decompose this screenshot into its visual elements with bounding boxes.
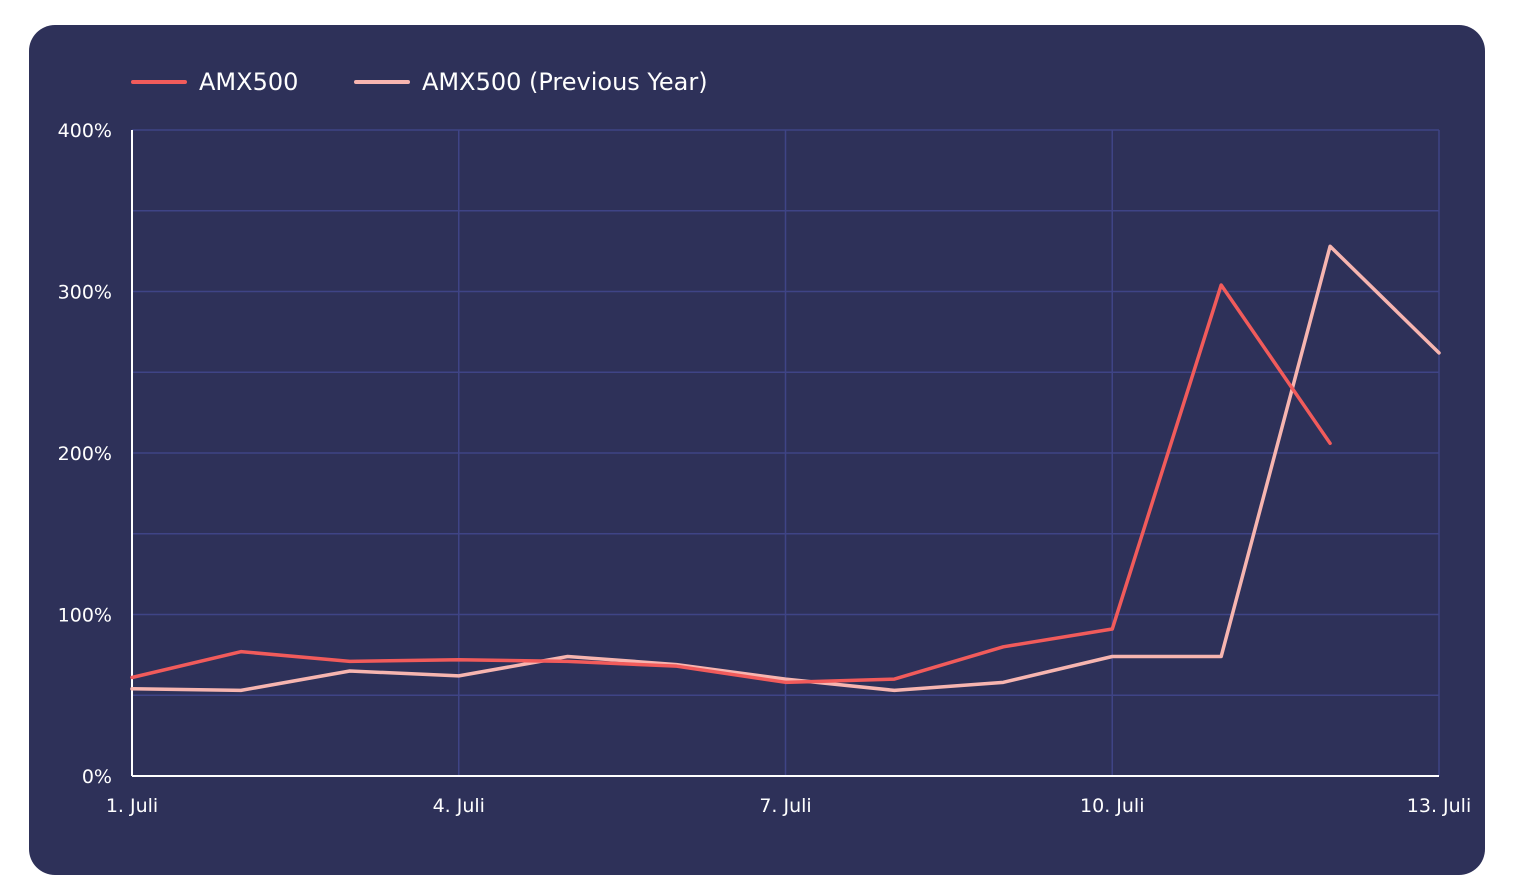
y-tick-label: 300%	[58, 282, 112, 304]
series-line-amx500-previous-year	[130, 244, 1441, 693]
y-tick-label: 0%	[82, 766, 112, 788]
y-tick-label: 100%	[58, 605, 112, 627]
x-tick-label: 13. Juli	[1407, 795, 1471, 817]
chart-card	[29, 25, 1485, 875]
x-tick-label: 10. Juli	[1080, 795, 1144, 817]
legend-swatch-amx500	[131, 80, 187, 84]
legend-swatch-amx500-previous-year	[354, 80, 410, 84]
series-line-amx500	[130, 283, 1332, 685]
legend-item-amx500-previous-year[interactable]: AMX500 (Previous Year)	[354, 68, 708, 96]
y-tick-label: 200%	[58, 443, 112, 465]
y-tick-label: 400%	[58, 120, 112, 142]
legend-item-amx500[interactable]: AMX500	[131, 68, 298, 96]
x-tick-label: 4. Juli	[433, 795, 485, 817]
legend-label-amx500: AMX500	[199, 68, 299, 96]
x-tick-label: 1. Juli	[106, 795, 158, 817]
x-tick-label: 7. Juli	[759, 795, 811, 817]
legend-label-amx500-previous-year: AMX500 (Previous Year)	[422, 68, 708, 96]
